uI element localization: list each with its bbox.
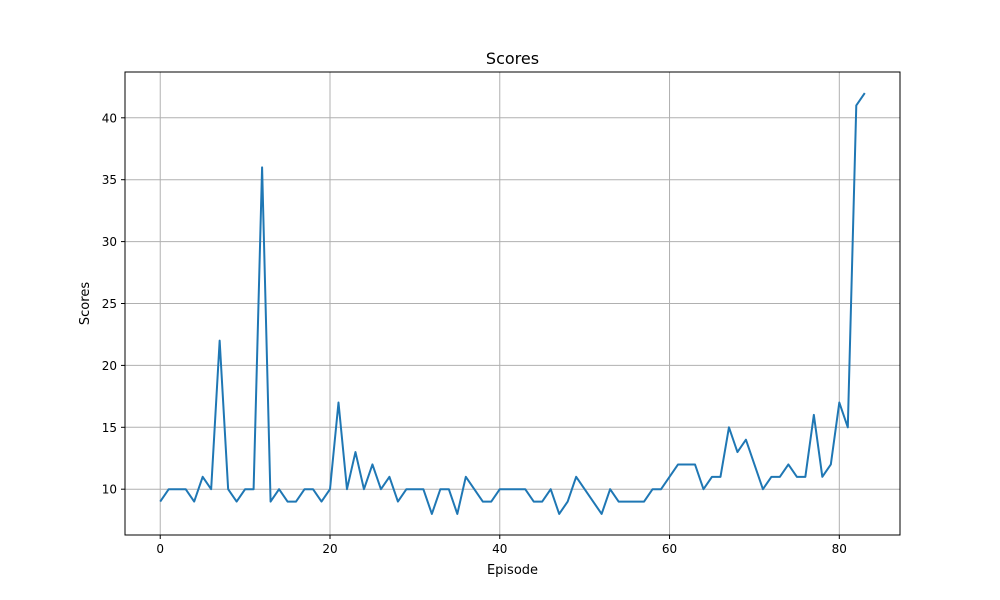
x-tick-label: 40 — [492, 542, 507, 556]
x-tick-label: 60 — [662, 542, 677, 556]
y-tick-label: 10 — [102, 483, 117, 497]
grid-lines — [125, 72, 900, 535]
x-axis-label: Episode — [487, 563, 538, 578]
x-tick-label: 0 — [156, 542, 164, 556]
y-tick-label: 35 — [102, 173, 117, 187]
y-axis-label: Scores — [78, 282, 93, 325]
y-tick-label: 25 — [102, 297, 117, 311]
y-tick-label: 30 — [102, 235, 117, 249]
x-tick-label: 20 — [322, 542, 337, 556]
x-tick-label: 80 — [832, 542, 847, 556]
chart-title: Scores — [486, 49, 539, 68]
axis-ticks: 0 20 40 60 80 10 15 20 25 30 35 40 — [102, 111, 847, 556]
series-layer — [159, 92, 866, 515]
y-tick-label: 20 — [102, 359, 117, 373]
y-tick-label: 15 — [102, 421, 117, 435]
series-line — [159, 92, 866, 515]
y-tick-label: 40 — [102, 111, 117, 125]
